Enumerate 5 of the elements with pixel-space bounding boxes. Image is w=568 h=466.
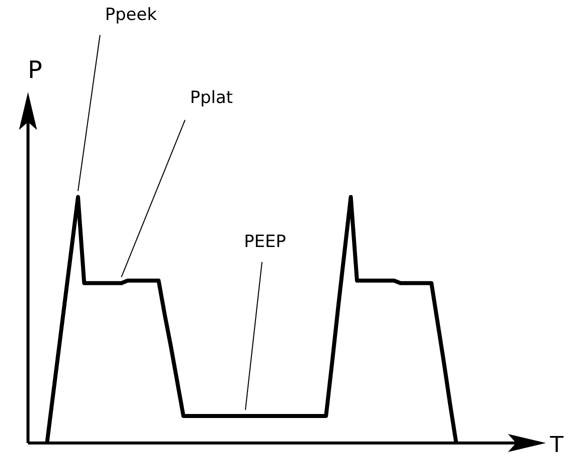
text: Ppeek — [105, 5, 157, 25]
y-axis-title: P — [28, 56, 42, 84]
x-axis-title: T — [549, 433, 564, 458]
annotation: PEEP — [244, 232, 286, 252]
text: Pplat — [190, 88, 234, 108]
